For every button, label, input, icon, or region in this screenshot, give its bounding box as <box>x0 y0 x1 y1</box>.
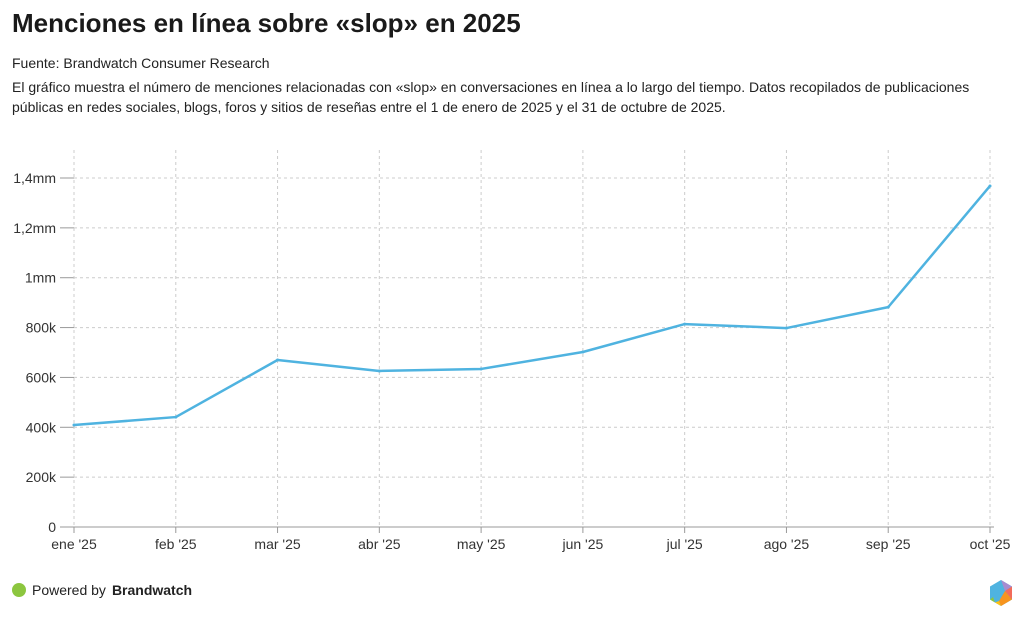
y-tick-label: 400k <box>26 419 57 435</box>
line-chart: 0 200k 400k 600k 800k 1mm 1,2mm 1,4mm ene '25 feb… <box>13 150 1011 552</box>
powered-by: Powered by Brandwatch <box>12 582 192 598</box>
chart-title: Menciones en línea sobre «slop» en 2025 <box>12 8 521 38</box>
x-tick-label: ago '25 <box>764 536 810 552</box>
brandwatch-dot-icon <box>12 583 26 597</box>
x-tick-label: mar '25 <box>254 536 300 552</box>
data-point <box>784 326 788 330</box>
description-text: El gráfico muestra el número de mencione… <box>12 79 970 115</box>
source-text: Fuente: Brandwatch Consumer Research <box>12 55 270 71</box>
series-line <box>73 185 991 427</box>
data-point <box>276 358 280 362</box>
data-point <box>479 367 483 371</box>
x-tick-label: jun '25 <box>561 536 603 552</box>
data-point <box>72 423 76 427</box>
y-tick-label: 800k <box>26 320 57 336</box>
y-tick-label: 1,2mm <box>13 220 56 236</box>
x-tick-label: feb '25 <box>155 536 197 552</box>
data-point <box>174 415 178 419</box>
data-point <box>683 322 687 326</box>
x-tick-label: ene '25 <box>51 536 97 552</box>
data-point <box>581 350 585 354</box>
y-tick-label: 200k <box>26 469 57 485</box>
brandwatch-logo-icon <box>990 580 1012 606</box>
y-tick-label: 1mm <box>25 270 56 286</box>
x-tick-label: jul '25 <box>666 536 703 552</box>
data-point <box>886 305 890 309</box>
y-tick-label: 600k <box>26 369 57 385</box>
brand-name: Brandwatch <box>111 582 193 598</box>
data-point <box>377 369 381 373</box>
x-tick-label: abr '25 <box>358 536 401 552</box>
x-tick-label: may '25 <box>457 536 506 552</box>
powered-by-label: Powered by <box>32 582 106 598</box>
data-point <box>988 184 992 188</box>
y-tick-label: 0 <box>48 519 56 535</box>
x-tick-label: sep '25 <box>866 536 911 552</box>
y-tick-label: 1,4mm <box>13 170 56 186</box>
x-tick-label: oct '25 <box>970 536 1011 552</box>
